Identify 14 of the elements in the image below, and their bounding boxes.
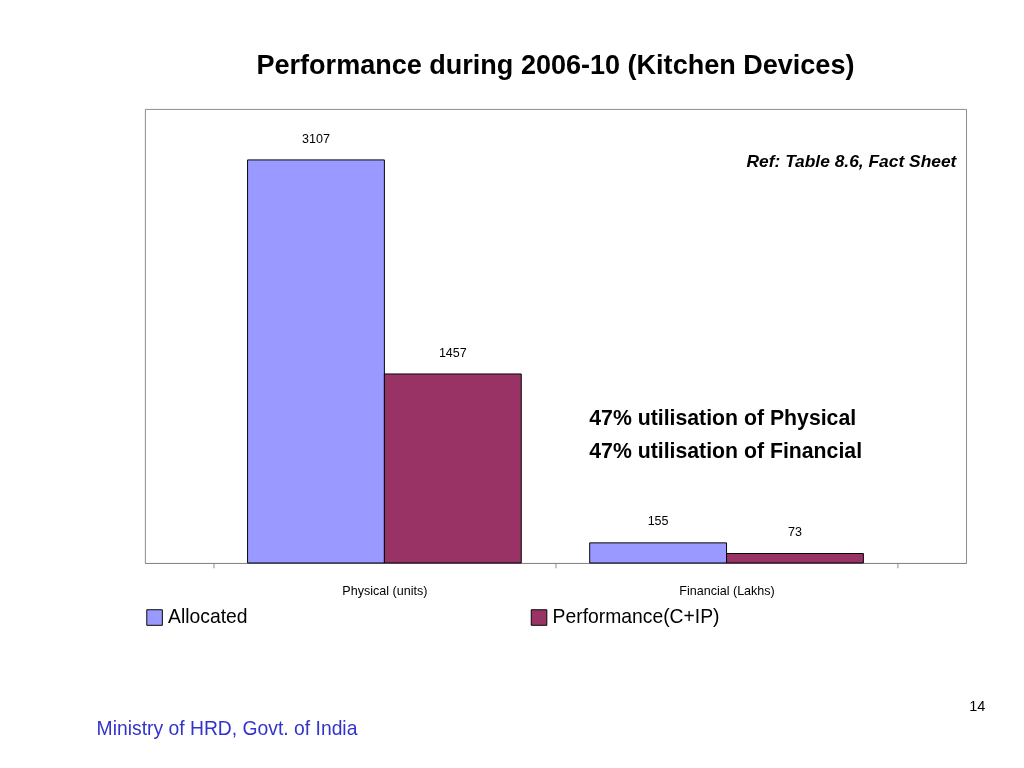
text: Ministry of HRD, Govt. of India [96,717,358,739]
data-label: 73 [787,525,802,540]
annotation: 47% utilisation of Financial [589,438,863,463]
annotation: Ref: Table 8.6, Fact Sheet [746,150,958,171]
data-label: 3107 [302,131,330,146]
legend-label: Performance(C+IP) [552,606,720,628]
x-tick-label: Financial (Lakhs) [679,584,775,599]
text: 14 [969,697,986,714]
x-tick-label: Physical (units) [342,584,428,599]
data-label: 1457 [438,345,467,360]
chart-title: Performance during 2006-10 (Kitchen Devices) [256,50,855,81]
legend-label: Allocated [168,606,248,628]
data-label: 155 [647,514,669,529]
annotation: 47% utilisation of Physical [589,405,857,430]
